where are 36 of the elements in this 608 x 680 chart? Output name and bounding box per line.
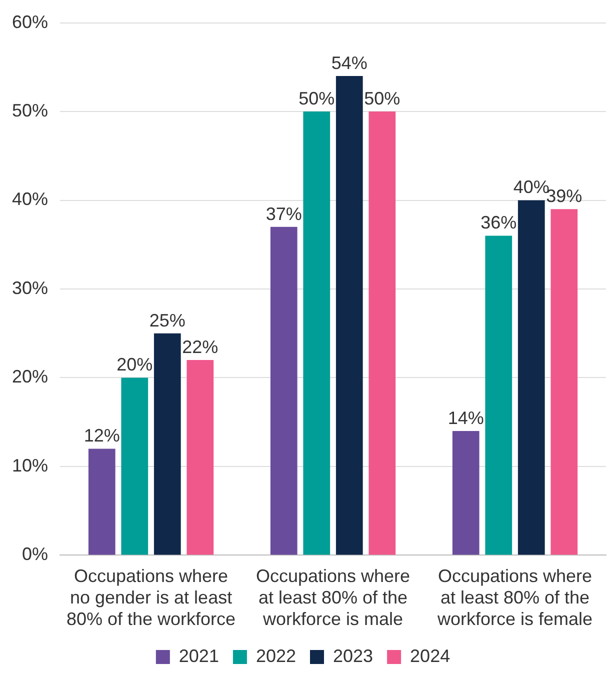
data-label: 37% (266, 204, 302, 224)
bar (121, 378, 148, 555)
data-label: 54% (331, 53, 368, 74)
bar (336, 76, 363, 555)
y-tick-label: 50% (12, 100, 48, 120)
legend-label: 2024 (410, 646, 450, 666)
data-label: 50% (298, 88, 335, 108)
bar (88, 448, 116, 555)
x-tick-label: Occupations where at least 80% of the workforce is female (436, 566, 593, 630)
bar (518, 200, 545, 555)
data-label: 22% (182, 336, 218, 357)
data-label: 50% (364, 88, 400, 108)
legend-label: 2023 (333, 646, 374, 666)
data-label: 12% (84, 426, 120, 446)
bar (270, 226, 298, 555)
y-tick-label: 60% (12, 12, 48, 32)
bar (485, 236, 512, 555)
bar (154, 333, 181, 555)
y-tick-label: 20% (12, 366, 48, 387)
data-label: 14% (448, 408, 484, 428)
y-tick-label: 40% (12, 189, 48, 210)
data-label: 36% (480, 212, 517, 233)
legend-label: 2022 (256, 646, 296, 666)
legend-label: 2021 (178, 646, 219, 666)
data-label: 25% (149, 310, 186, 330)
bar (303, 112, 330, 555)
y-tick-label: 0% (22, 544, 48, 564)
bar (550, 209, 578, 555)
x-tick-label: Occupations where at least 80% of the workforce is male (256, 566, 410, 630)
y-tick-label: 30% (12, 278, 48, 298)
bar (452, 430, 480, 555)
x-tick-label: Occupations where no gender is at least 80% of the workforce (66, 566, 236, 630)
bar (186, 360, 214, 555)
bar (368, 112, 396, 555)
data-label: 20% (116, 354, 153, 375)
y-tick-label: 10% (12, 455, 48, 476)
